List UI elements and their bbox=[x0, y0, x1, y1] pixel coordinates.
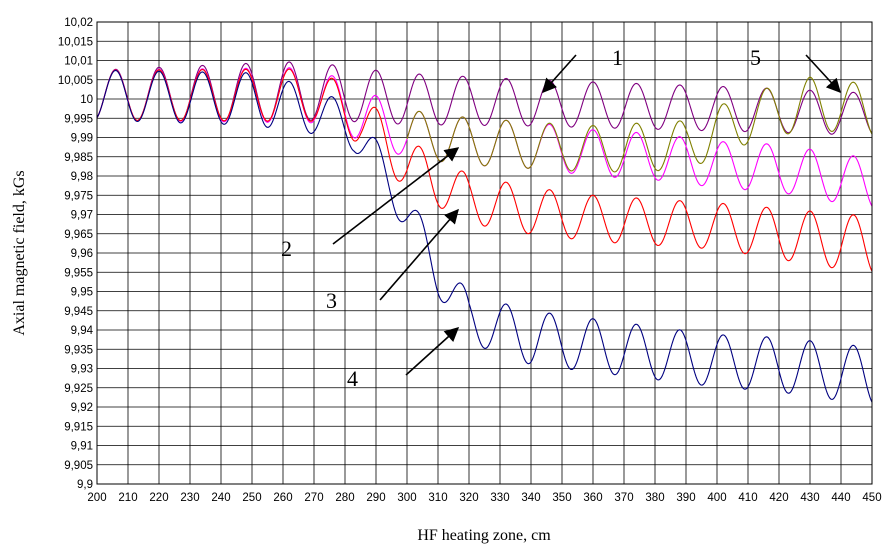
y-axis-title: Axial magnetic field, kGs bbox=[11, 170, 28, 335]
y-tick-label: 9,955 bbox=[64, 267, 93, 279]
x-tick-label: 320 bbox=[459, 492, 478, 504]
series-line-3 bbox=[96, 68, 873, 272]
y-tick-label: 9,995 bbox=[64, 113, 93, 125]
y-tick-labels: 9,9 9,905 9,91 9,915 9,92 9,925 9,93 9,935 9,94 9… bbox=[58, 17, 94, 491]
x-axis-title: HF heating zone, cm bbox=[417, 527, 551, 544]
annotation-arrow-3 bbox=[379, 208, 459, 301]
x-tick-label: 450 bbox=[862, 492, 881, 504]
x-tick-label: 200 bbox=[87, 492, 106, 504]
x-tick-label: 220 bbox=[149, 492, 168, 504]
x-tick-label: 340 bbox=[521, 492, 540, 504]
x-tick-label: 380 bbox=[645, 492, 664, 504]
x-tick-label: 370 bbox=[614, 492, 633, 504]
x-tick-label: 270 bbox=[304, 492, 323, 504]
y-tick-label: 9,945 bbox=[64, 306, 93, 318]
x-tick-label: 420 bbox=[769, 492, 788, 504]
x-tick-label: 300 bbox=[397, 492, 416, 504]
y-tick-label: 9,965 bbox=[64, 229, 93, 241]
curve-label-3: 3 bbox=[326, 288, 337, 313]
x-tick-label: 290 bbox=[366, 492, 385, 504]
annotation-arrow-4 bbox=[405, 327, 460, 376]
grid bbox=[96, 21, 873, 485]
x-tick-labels: 200 210 220 230 240 250 260 270 280 290 300 310 320 3… bbox=[87, 492, 881, 504]
x-tick-label: 440 bbox=[831, 492, 850, 504]
x-tick-label: 330 bbox=[490, 492, 509, 504]
annotations: 1 2 3 4 5 bbox=[281, 45, 841, 391]
x-tick-label: 230 bbox=[180, 492, 199, 504]
x-tick-label: 400 bbox=[707, 492, 726, 504]
x-tick-label: 410 bbox=[738, 492, 757, 504]
y-tick-label: 9,905 bbox=[64, 460, 93, 472]
x-tick-label: 350 bbox=[552, 492, 571, 504]
y-tick-label: 9,985 bbox=[64, 152, 93, 164]
plot-frame bbox=[96, 21, 873, 485]
y-tick-label: 9,925 bbox=[64, 383, 93, 395]
x-tick-label: 210 bbox=[118, 492, 137, 504]
x-tick-label: 430 bbox=[800, 492, 819, 504]
y-tick-label: 9,97 bbox=[71, 210, 93, 222]
x-tick-label: 240 bbox=[211, 492, 230, 504]
y-tick-label: 9,9 bbox=[77, 479, 93, 491]
y-tick-label: 9,915 bbox=[64, 421, 93, 433]
y-tick-label: 9,93 bbox=[71, 364, 93, 376]
y-tick-label: 10,01 bbox=[64, 56, 93, 68]
y-tick-label: 10,02 bbox=[64, 17, 93, 29]
x-tick-label: 280 bbox=[335, 492, 354, 504]
y-tick-label: 9,92 bbox=[71, 402, 93, 414]
annotation-arrow-5 bbox=[805, 54, 841, 94]
y-tick-label: 9,96 bbox=[71, 248, 93, 260]
curve-label-1: 1 bbox=[612, 45, 623, 70]
x-tick-label: 360 bbox=[583, 492, 602, 504]
series-line-4 bbox=[96, 69, 873, 403]
y-tick-label: 10 bbox=[80, 94, 93, 106]
x-tick-label: 390 bbox=[676, 492, 695, 504]
x-tick-label: 310 bbox=[428, 492, 447, 504]
annotation-arrow-2 bbox=[332, 147, 460, 245]
x-tick-label: 260 bbox=[273, 492, 292, 504]
y-tick-label: 10,005 bbox=[58, 75, 93, 87]
x-tick-label: 250 bbox=[242, 492, 261, 504]
y-tick-label: 9,94 bbox=[71, 325, 94, 337]
y-tick-label: 9,98 bbox=[71, 171, 93, 183]
curves bbox=[96, 61, 873, 403]
y-tick-label: 10,015 bbox=[58, 36, 93, 48]
curve-label-2: 2 bbox=[281, 236, 292, 261]
annotation-arrow-1 bbox=[542, 54, 577, 94]
y-tick-label: 9,975 bbox=[64, 190, 93, 202]
series-line-5 bbox=[406, 76, 873, 173]
curve-label-5: 5 bbox=[750, 45, 761, 70]
y-tick-label: 9,99 bbox=[71, 133, 93, 145]
y-tick-label: 9,935 bbox=[64, 344, 93, 356]
curve-label-4: 4 bbox=[347, 366, 358, 391]
y-tick-label: 9,91 bbox=[71, 441, 93, 453]
y-tick-label: 9,95 bbox=[71, 287, 93, 299]
